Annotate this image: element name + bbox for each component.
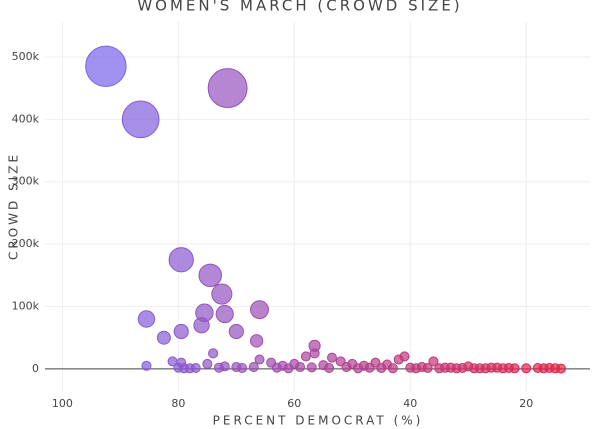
point — [306, 362, 317, 373]
point — [364, 362, 375, 373]
point — [538, 363, 549, 374]
point — [207, 68, 248, 109]
x-tick-label: 40 — [403, 397, 417, 410]
y-tick-label: 300k — [12, 175, 40, 188]
x-tick-label: 80 — [171, 397, 185, 410]
point — [422, 362, 433, 373]
point — [353, 363, 364, 374]
point — [324, 362, 335, 373]
point — [254, 354, 265, 365]
point — [248, 362, 259, 373]
point — [498, 363, 509, 374]
point — [173, 323, 189, 340]
point — [393, 354, 404, 365]
x-tick-label: 20 — [519, 397, 533, 410]
point — [376, 362, 387, 373]
point — [300, 351, 311, 362]
point — [193, 317, 210, 334]
point — [556, 363, 567, 374]
y-tick-label: 200k — [12, 237, 40, 250]
point — [168, 247, 194, 273]
point — [480, 363, 491, 374]
point — [208, 348, 219, 359]
y-tick-label: 100k — [12, 300, 40, 313]
point — [237, 362, 248, 373]
point — [509, 363, 520, 374]
y-tick-label: 400k — [12, 112, 40, 125]
point — [469, 363, 480, 374]
point — [141, 360, 152, 371]
point — [137, 310, 156, 328]
point — [250, 300, 269, 320]
point — [184, 363, 195, 374]
x-tick-label: 100 — [52, 397, 73, 410]
point — [156, 330, 171, 345]
point — [283, 363, 294, 374]
y-axis-title: CROWD SIZE — [7, 152, 21, 260]
point — [249, 334, 264, 348]
point — [211, 283, 233, 305]
point — [202, 358, 213, 369]
point — [271, 362, 282, 373]
point — [228, 323, 244, 340]
point — [387, 363, 398, 374]
point — [428, 356, 439, 367]
y-tick-label: 500k — [12, 50, 40, 63]
y-tick-label: 0 — [32, 362, 39, 375]
point — [198, 263, 222, 288]
point — [341, 362, 352, 373]
point — [121, 100, 160, 139]
point — [451, 363, 462, 374]
point — [213, 362, 224, 373]
point — [411, 363, 422, 374]
point — [295, 362, 306, 373]
point — [309, 348, 320, 359]
chart-title: WOMEN'S MARCH (CROWD SIZE) — [137, 0, 462, 15]
point — [326, 352, 337, 363]
point — [215, 304, 234, 324]
point — [434, 363, 445, 374]
x-tick-label: 60 — [287, 397, 301, 410]
point — [85, 45, 127, 87]
x-axis-title: PERCENT DEMOCRAT (%) — [213, 414, 424, 428]
point — [521, 363, 532, 374]
